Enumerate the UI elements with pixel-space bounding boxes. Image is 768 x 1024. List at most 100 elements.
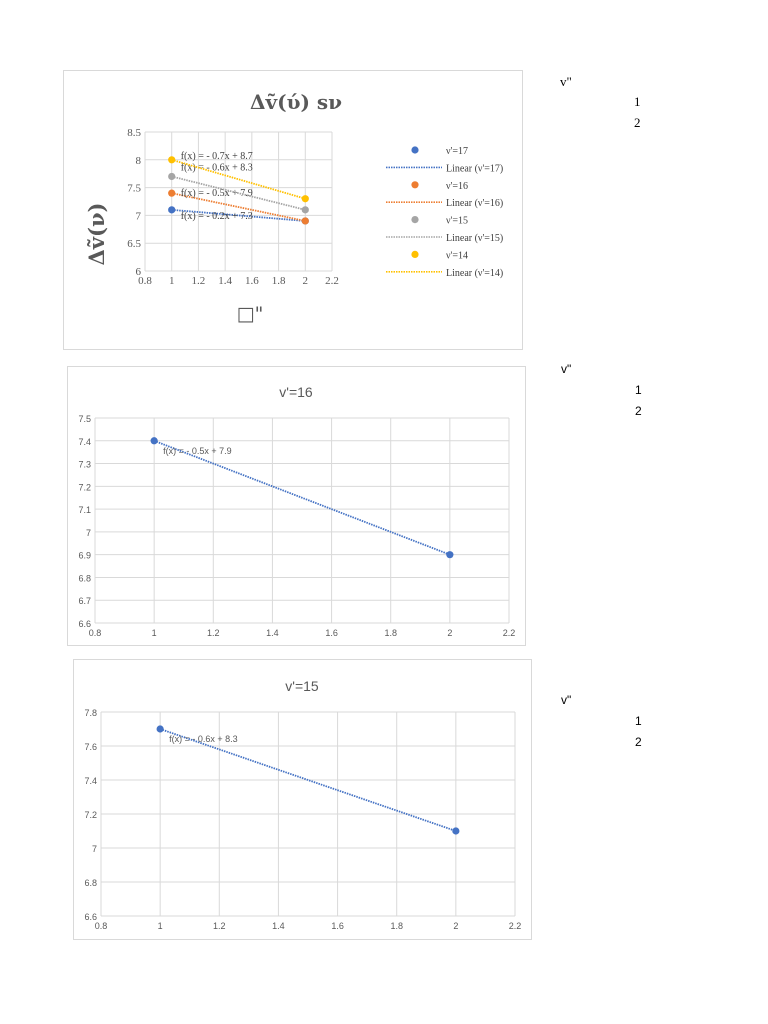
x-tick-label: 1.6 xyxy=(245,275,259,287)
v16-chart-svg: 6.6 6.7 6.8 6.9 7 7.1 7.2 7.3 7.4 7.5 0.8 1 1.2 1.4 1.… xyxy=(78,384,516,638)
y-tick-label: 7.8 xyxy=(84,708,97,718)
v15-chart-svg: 6.6 6.8 7 7.2 7.4 7.6 7.8 0.8 1 1.2 1.4 1.6 1.8 2 2.2 v… xyxy=(84,678,522,931)
x-tick-label: 2 xyxy=(447,628,452,638)
data-point xyxy=(301,206,309,214)
x-tick-label: 1.8 xyxy=(390,921,403,931)
y-tick-label: 7.5 xyxy=(127,183,141,195)
x-tick-label: 1.8 xyxy=(272,275,286,287)
x-tick-label: 2 xyxy=(453,921,458,931)
chart-title: Δṽ(ύ) sν xyxy=(250,90,342,114)
side-table-header: v" xyxy=(560,74,572,89)
x-tick-label: 1.4 xyxy=(266,628,279,638)
legend-label: Linear (ν'=17) xyxy=(446,163,503,174)
data-point xyxy=(301,217,309,225)
trendline-equation: f(x) = - 0.5x + 7.9 xyxy=(181,188,253,199)
x-tick-label: 1.2 xyxy=(207,628,220,638)
data-point xyxy=(156,725,164,733)
y-tick-label: 7.4 xyxy=(84,776,97,786)
x-tick-label: 0.8 xyxy=(89,628,102,638)
legend-label: Linear (ν'=15) xyxy=(446,233,503,244)
side-table-value: 1 xyxy=(635,383,642,397)
y-tick-label: 6.6 xyxy=(84,912,97,922)
x-tick-label: 0.8 xyxy=(95,921,108,931)
y-tick-label: 7.6 xyxy=(84,742,97,752)
legend-marker xyxy=(411,146,419,154)
side-table-header: v" xyxy=(561,362,572,376)
trendline xyxy=(171,175,306,211)
x-tick-label: 1.4 xyxy=(272,921,285,931)
side-table-header: v" xyxy=(561,693,572,707)
x-tick-label: 1.6 xyxy=(331,921,344,931)
side-table-value: 2 xyxy=(635,404,642,418)
x-tick-label: 1.8 xyxy=(384,628,397,638)
y-tick-label: 6.8 xyxy=(84,878,97,888)
y-tick-label: 6.8 xyxy=(78,573,91,583)
side-table-value: 1 xyxy=(635,714,642,728)
x-tick-label: 1.6 xyxy=(325,628,338,638)
trendline-equation: f(x) = - 0.2x + 7.3 xyxy=(181,211,253,222)
side-table-value: 1 xyxy=(634,94,641,109)
data-point xyxy=(168,206,176,214)
chart-title: v'=16 xyxy=(279,384,313,400)
x-tick-label: 1.2 xyxy=(192,275,206,287)
y-tick-label: 7.3 xyxy=(78,460,91,470)
legend-marker xyxy=(411,216,419,224)
side-table-value: 2 xyxy=(635,735,642,749)
data-point xyxy=(168,156,176,164)
data-point xyxy=(168,172,176,181)
side-table-value: 2 xyxy=(634,115,641,130)
x-tick-label: 1.4 xyxy=(218,275,232,287)
side-table-3: v" 1 2 xyxy=(561,693,661,753)
trendline xyxy=(159,728,457,832)
x-tick-label: 2 xyxy=(303,275,309,287)
y-tick-label: 7 xyxy=(136,210,142,222)
trendline-equation: f(x) = - 0.6x + 8.3 xyxy=(181,162,253,173)
legend-label: ν'=15 xyxy=(446,216,468,227)
y-tick-label: 8.5 xyxy=(127,127,141,139)
trendline xyxy=(153,439,451,556)
x-axis-title: □" xyxy=(237,303,264,325)
y-tick-label: 6.9 xyxy=(78,551,91,561)
y-tick-label: 7.5 xyxy=(78,414,91,424)
side-table-1: v" 1 2 xyxy=(560,74,660,134)
combined-chart: 6 6.5 7 7.5 8 8.5 0.8 1 1.2 1.4 1.6 1.8 2 2.2 Δṽ(ύ) sν… xyxy=(63,70,523,350)
legend-label: ν'=16 xyxy=(446,181,468,192)
y-tick-label: 6.7 xyxy=(78,596,91,606)
data-point xyxy=(452,827,460,835)
data-point xyxy=(150,437,158,445)
side-table-2: v" 1 2 xyxy=(561,362,661,422)
legend-marker xyxy=(411,181,419,189)
y-tick-label: 6 xyxy=(136,266,142,278)
legend-marker xyxy=(411,250,419,258)
x-tick-label: 2.2 xyxy=(325,275,339,287)
y-tick-label: 8 xyxy=(136,155,142,167)
x-tick-label: 2.2 xyxy=(509,921,522,931)
y-tick-label: 7.4 xyxy=(78,437,91,447)
y-axis-title: Δṽ(ν) xyxy=(84,203,109,266)
x-tick-label: 1 xyxy=(158,921,163,931)
y-tick-label: 7.2 xyxy=(84,810,97,820)
v15-chart: 6.6 6.8 7 7.2 7.4 7.6 7.8 0.8 1 1.2 1.4 1.6 1.8 2 2.2 v… xyxy=(73,659,532,940)
legend-label: ν'=17 xyxy=(446,146,468,157)
y-tick-label: 7 xyxy=(86,528,91,538)
trendline-equation: f(x) = - 0.5x + 7.9 xyxy=(163,446,232,456)
x-tick-label: 0.8 xyxy=(138,275,152,287)
v16-chart: 6.6 6.7 6.8 6.9 7 7.1 7.2 7.3 7.4 7.5 0.8 1 1.2 1.4 1.… xyxy=(67,366,526,646)
legend-label: ν'=14 xyxy=(446,250,468,261)
combined-chart-svg: 6 6.5 7 7.5 8 8.5 0.8 1 1.2 1.4 1.6 1.8 2 2.2 Δṽ(ύ) sν… xyxy=(84,90,503,325)
legend-label: Linear (ν'=14) xyxy=(446,268,503,279)
trendline-equation: f(x) = - 0.6x + 8.3 xyxy=(169,734,238,744)
y-tick-label: 6.5 xyxy=(127,238,141,250)
chart-title: v'=15 xyxy=(285,678,319,694)
x-tick-label: 1 xyxy=(169,275,175,287)
y-tick-label: 7.1 xyxy=(78,505,91,515)
data-point xyxy=(446,551,454,559)
trendline xyxy=(171,158,306,200)
data-point xyxy=(301,195,309,203)
x-tick-label: 1 xyxy=(152,628,157,638)
data-point xyxy=(168,189,176,197)
x-tick-label: 1.2 xyxy=(213,921,226,931)
x-tick-label: 2.2 xyxy=(503,628,516,638)
y-tick-label: 6.6 xyxy=(78,619,91,629)
legend-label: Linear (ν'=16) xyxy=(446,198,503,209)
